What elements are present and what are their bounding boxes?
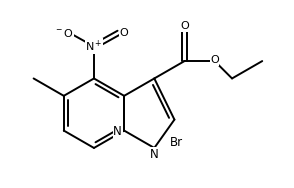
Text: O: O [180, 21, 189, 31]
Text: N: N [113, 125, 122, 138]
Text: N$^+$: N$^+$ [85, 38, 103, 54]
Text: $^-$O: $^-$O [54, 27, 74, 39]
Text: O: O [210, 55, 219, 65]
Text: O: O [120, 28, 128, 38]
Text: Br: Br [170, 136, 183, 149]
Text: N: N [150, 148, 159, 161]
